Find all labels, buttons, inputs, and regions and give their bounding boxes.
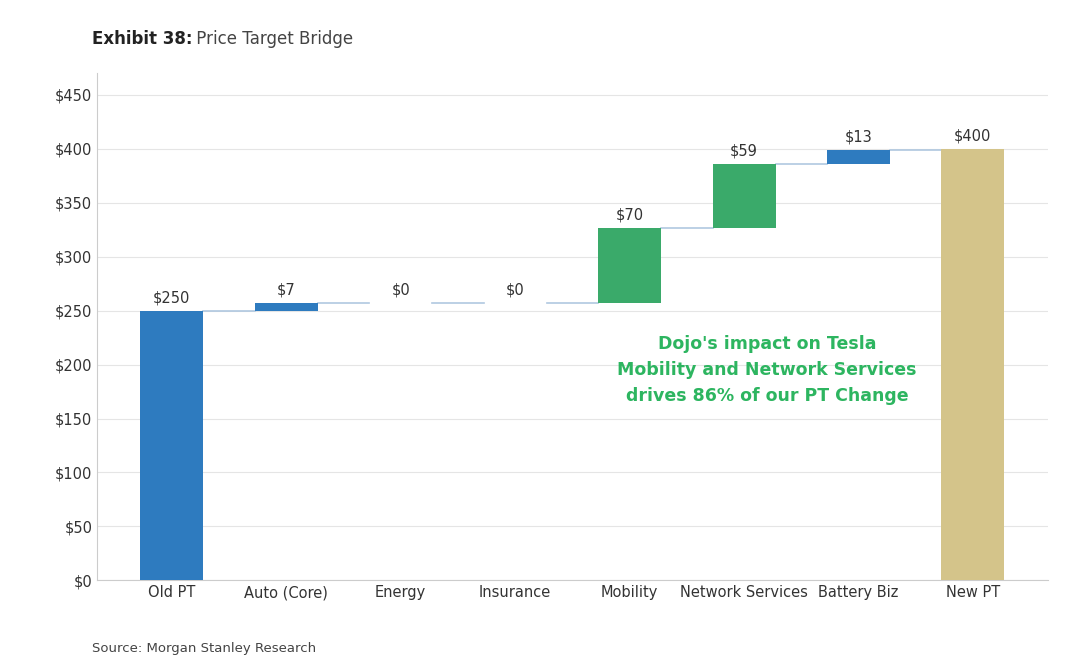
Text: $7: $7 (276, 283, 296, 297)
Bar (713, 164, 775, 227)
Text: $0: $0 (391, 283, 410, 297)
Bar (942, 149, 1004, 580)
Text: Source: Morgan Stanley Research: Source: Morgan Stanley Research (92, 642, 316, 655)
Bar (827, 150, 890, 164)
Text: $0: $0 (505, 283, 525, 297)
Bar (255, 303, 318, 311)
Text: $59: $59 (730, 143, 758, 159)
Bar (140, 311, 203, 580)
Text: $70: $70 (616, 207, 644, 222)
Text: $13: $13 (845, 129, 873, 145)
Text: Dojo's impact on Tesla
Mobility and Network Services
drives 86% of our PT Change: Dojo's impact on Tesla Mobility and Netw… (617, 335, 917, 406)
Text: $400: $400 (955, 129, 991, 143)
Bar (598, 227, 661, 303)
Text: Exhibit 38:: Exhibit 38: (92, 30, 192, 48)
Text: Price Target Bridge: Price Target Bridge (191, 30, 353, 48)
Text: $250: $250 (153, 290, 190, 305)
